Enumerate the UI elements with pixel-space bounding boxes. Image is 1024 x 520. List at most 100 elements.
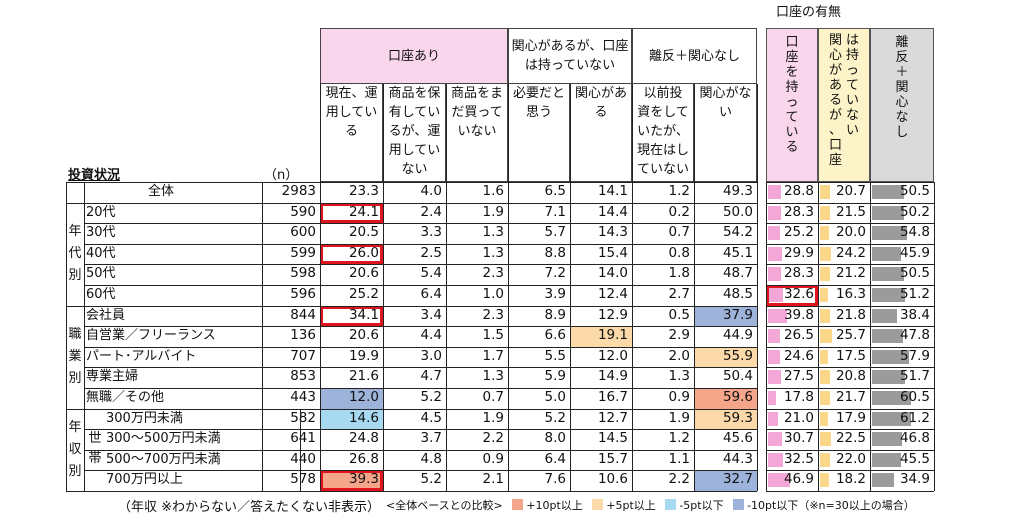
- rule: [766, 409, 934, 410]
- group-header-interested-no-account: 関心があるが、口座 は持っていない: [508, 28, 632, 84]
- right-value-cell: 25.7: [835, 327, 866, 344]
- value-cell: 48.5: [722, 286, 753, 302]
- rule: [320, 84, 321, 491]
- rule: [66, 409, 757, 410]
- vertical-char: 関: [895, 80, 909, 95]
- row-n: 598: [290, 265, 316, 282]
- right-value-cell: 20.0: [835, 224, 866, 241]
- bar-mark: [872, 308, 897, 323]
- value-cell: 34.1: [348, 306, 379, 323]
- rule: [766, 244, 934, 245]
- rule: [446, 84, 447, 491]
- value-cell: 2.3: [482, 265, 504, 282]
- right-value-cell: 27.5: [783, 368, 814, 385]
- bar-mark: [872, 205, 905, 220]
- value-cell: 2.2: [668, 471, 690, 488]
- value-cell: 2.1: [482, 471, 504, 488]
- right-value-cell: 16.3: [835, 286, 866, 302]
- rule: [66, 182, 757, 183]
- row-label: 40代: [86, 245, 116, 261]
- vertical-char: 関: [828, 33, 842, 48]
- sub-header: 以前投 資をして いたが、 現在はし ていない: [632, 84, 694, 182]
- value-cell: 5.2: [544, 409, 566, 426]
- vertical-char: い: [846, 93, 860, 108]
- value-cell: 7.1: [544, 203, 566, 220]
- sub-header-line: 現在はし: [636, 143, 689, 158]
- value-cell: 14.0: [597, 265, 628, 282]
- sub-header-line: だ買って: [451, 105, 503, 120]
- bar-mark: [768, 370, 781, 385]
- bar-mark: [872, 226, 908, 241]
- value-cell: 1.3: [482, 368, 504, 385]
- value-cell: 1.9: [482, 203, 504, 220]
- sub-header-line: いない: [457, 124, 497, 139]
- bar-mark: [768, 288, 784, 302]
- right-value-cell: 18.2: [835, 471, 866, 488]
- row-label: 会社員: [86, 307, 126, 323]
- right-value-cell: 28.3: [783, 265, 814, 282]
- rule: [934, 182, 935, 491]
- vertical-char: 座: [785, 50, 799, 65]
- rule: [766, 367, 934, 368]
- bar-mark: [872, 329, 903, 344]
- rule: [766, 285, 934, 286]
- value-cell: 45.1: [722, 244, 753, 261]
- value-cell: 12.7: [597, 409, 628, 426]
- section-char: 職: [68, 327, 82, 343]
- right-value-cell: 60.5: [899, 389, 930, 405]
- value-cell: 19.9: [348, 347, 379, 364]
- value-cell: 8.8: [544, 244, 566, 261]
- row-label: 50代: [86, 266, 116, 282]
- row-n: 582: [290, 409, 316, 426]
- sub-header-line: ていない: [636, 162, 689, 177]
- value-cell: 10.6: [597, 471, 628, 488]
- value-cell: 1.6: [482, 183, 504, 199]
- vertical-char: な: [895, 110, 909, 125]
- right-value-cell: 32.5: [783, 450, 814, 467]
- value-cell: 20.6: [348, 327, 379, 344]
- value-cell: 1.3: [482, 224, 504, 241]
- value-cell: 0.9: [668, 389, 690, 405]
- rule: [84, 285, 757, 286]
- bar-mark: [768, 349, 780, 364]
- row-label: 60代: [86, 287, 116, 302]
- value-cell: 1.9: [482, 409, 504, 426]
- vertical-char: っ: [785, 95, 799, 110]
- sub-header: 関心がない: [694, 84, 757, 182]
- rule: [766, 223, 934, 224]
- vertical-char: る: [785, 140, 799, 155]
- row-n: 707: [290, 347, 316, 364]
- vertical-char: が: [828, 108, 842, 123]
- value-cell: 54.2: [722, 224, 753, 241]
- value-cell: 8.0: [544, 430, 566, 447]
- legend-swatch-above5: [592, 499, 604, 510]
- vertical-char: を: [785, 65, 799, 80]
- rule: [570, 84, 571, 491]
- value-cell: 45.6: [722, 430, 753, 447]
- value-cell: 15.7: [597, 450, 628, 467]
- value-cell: 12.9: [597, 306, 628, 323]
- row-label: 30代: [86, 225, 116, 241]
- right-value-cell: 26.5: [783, 327, 814, 344]
- value-cell: 14.9: [597, 368, 628, 385]
- rule: [766, 326, 934, 327]
- bar-mark: [820, 267, 830, 282]
- vertical-char: し: [895, 125, 909, 140]
- right-value-cell: 17.5: [835, 347, 866, 364]
- right-value-cell: 32.6: [783, 286, 814, 302]
- bar-mark: [820, 411, 829, 426]
- section-char: 世: [88, 431, 102, 447]
- value-cell: 4.4: [420, 327, 442, 344]
- bar-mark: [820, 452, 831, 467]
- value-cell: 14.1: [597, 183, 628, 199]
- value-cell: 50.4: [722, 368, 753, 385]
- value-cell: 1.3: [668, 368, 690, 385]
- vertical-char: 持: [846, 48, 860, 63]
- right-value-cell: 20.7: [835, 183, 866, 199]
- value-cell: 4.0: [420, 183, 442, 199]
- value-cell: 2.5: [420, 244, 442, 261]
- rule: [632, 84, 633, 491]
- right-header-lapsed: 離反＋関心なし: [870, 28, 934, 182]
- right-value-cell: 34.9: [899, 471, 930, 488]
- value-cell: 26.8: [348, 450, 379, 467]
